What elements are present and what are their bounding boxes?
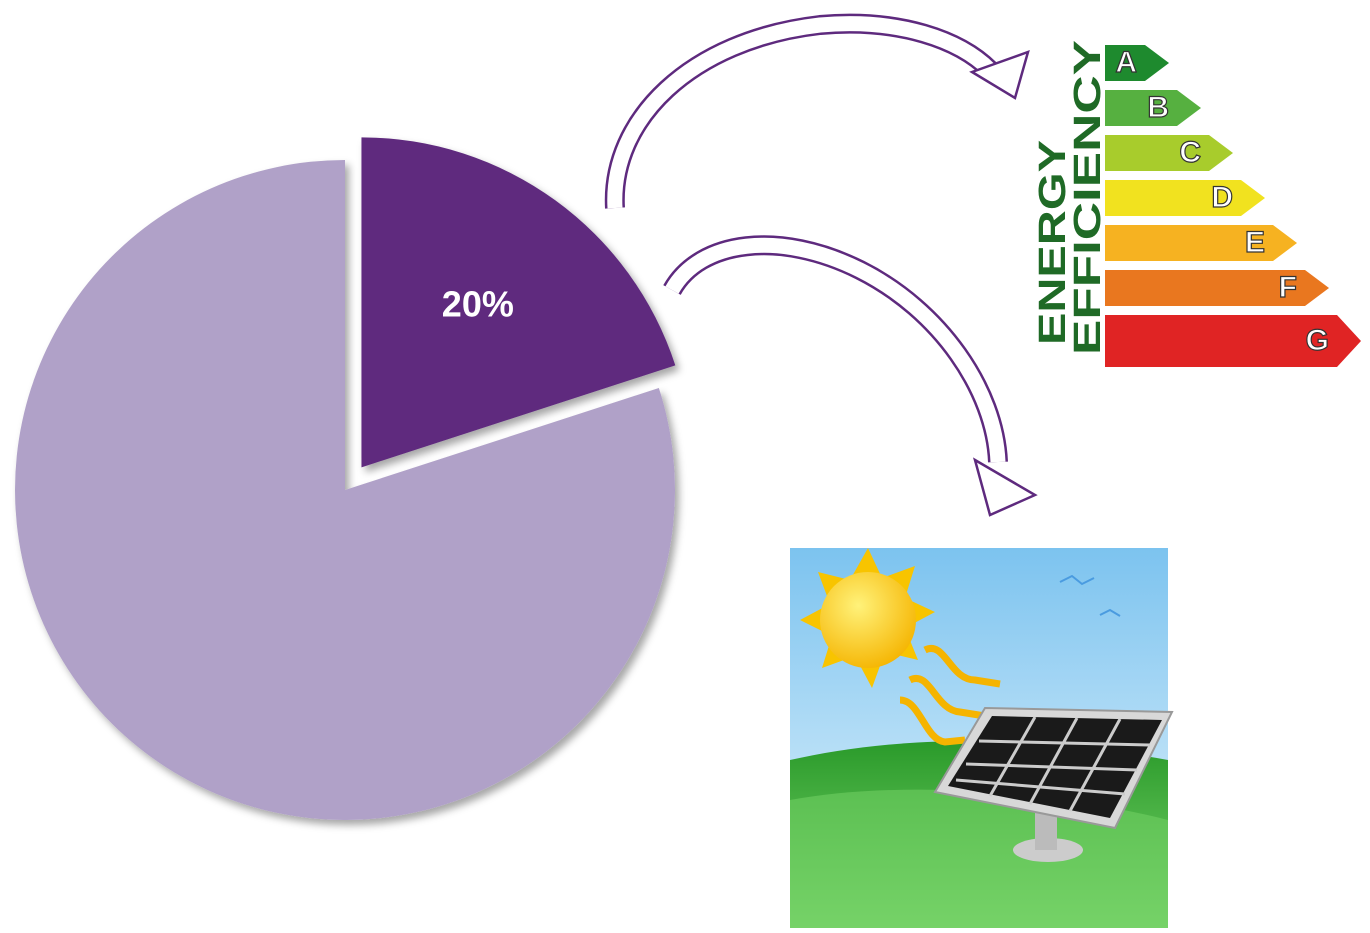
energy-class-letter: A: [1115, 46, 1137, 79]
energy-class-letter: F: [1279, 271, 1297, 304]
pie-slice: [14, 160, 676, 820]
energy-class-bar: [1105, 225, 1297, 261]
energy-class-bar: [1105, 90, 1201, 126]
energy-class-letter: E: [1245, 226, 1265, 259]
arrows: [604, 13, 1038, 517]
pie-slice: [361, 137, 676, 468]
pie-chart: 20%: [14, 137, 676, 820]
energy-class-bar: [1105, 135, 1233, 171]
energy-class-letter: C: [1179, 136, 1201, 169]
energy-title: EFFICIENCY: [1067, 40, 1109, 355]
energy-class-letter: D: [1211, 181, 1233, 214]
data-label: 20%: [442, 284, 514, 325]
energy-class-bar: [1105, 315, 1361, 367]
energy-class-letter: G: [1306, 324, 1329, 357]
energy-title: ENERGY: [1032, 140, 1074, 345]
energy-class-letter: B: [1147, 91, 1169, 124]
energy-class-bar: [1105, 270, 1329, 306]
energy-class-bar: [1105, 180, 1265, 216]
solar-illustration: [790, 548, 1174, 928]
energy-class-bar: [1105, 45, 1169, 81]
